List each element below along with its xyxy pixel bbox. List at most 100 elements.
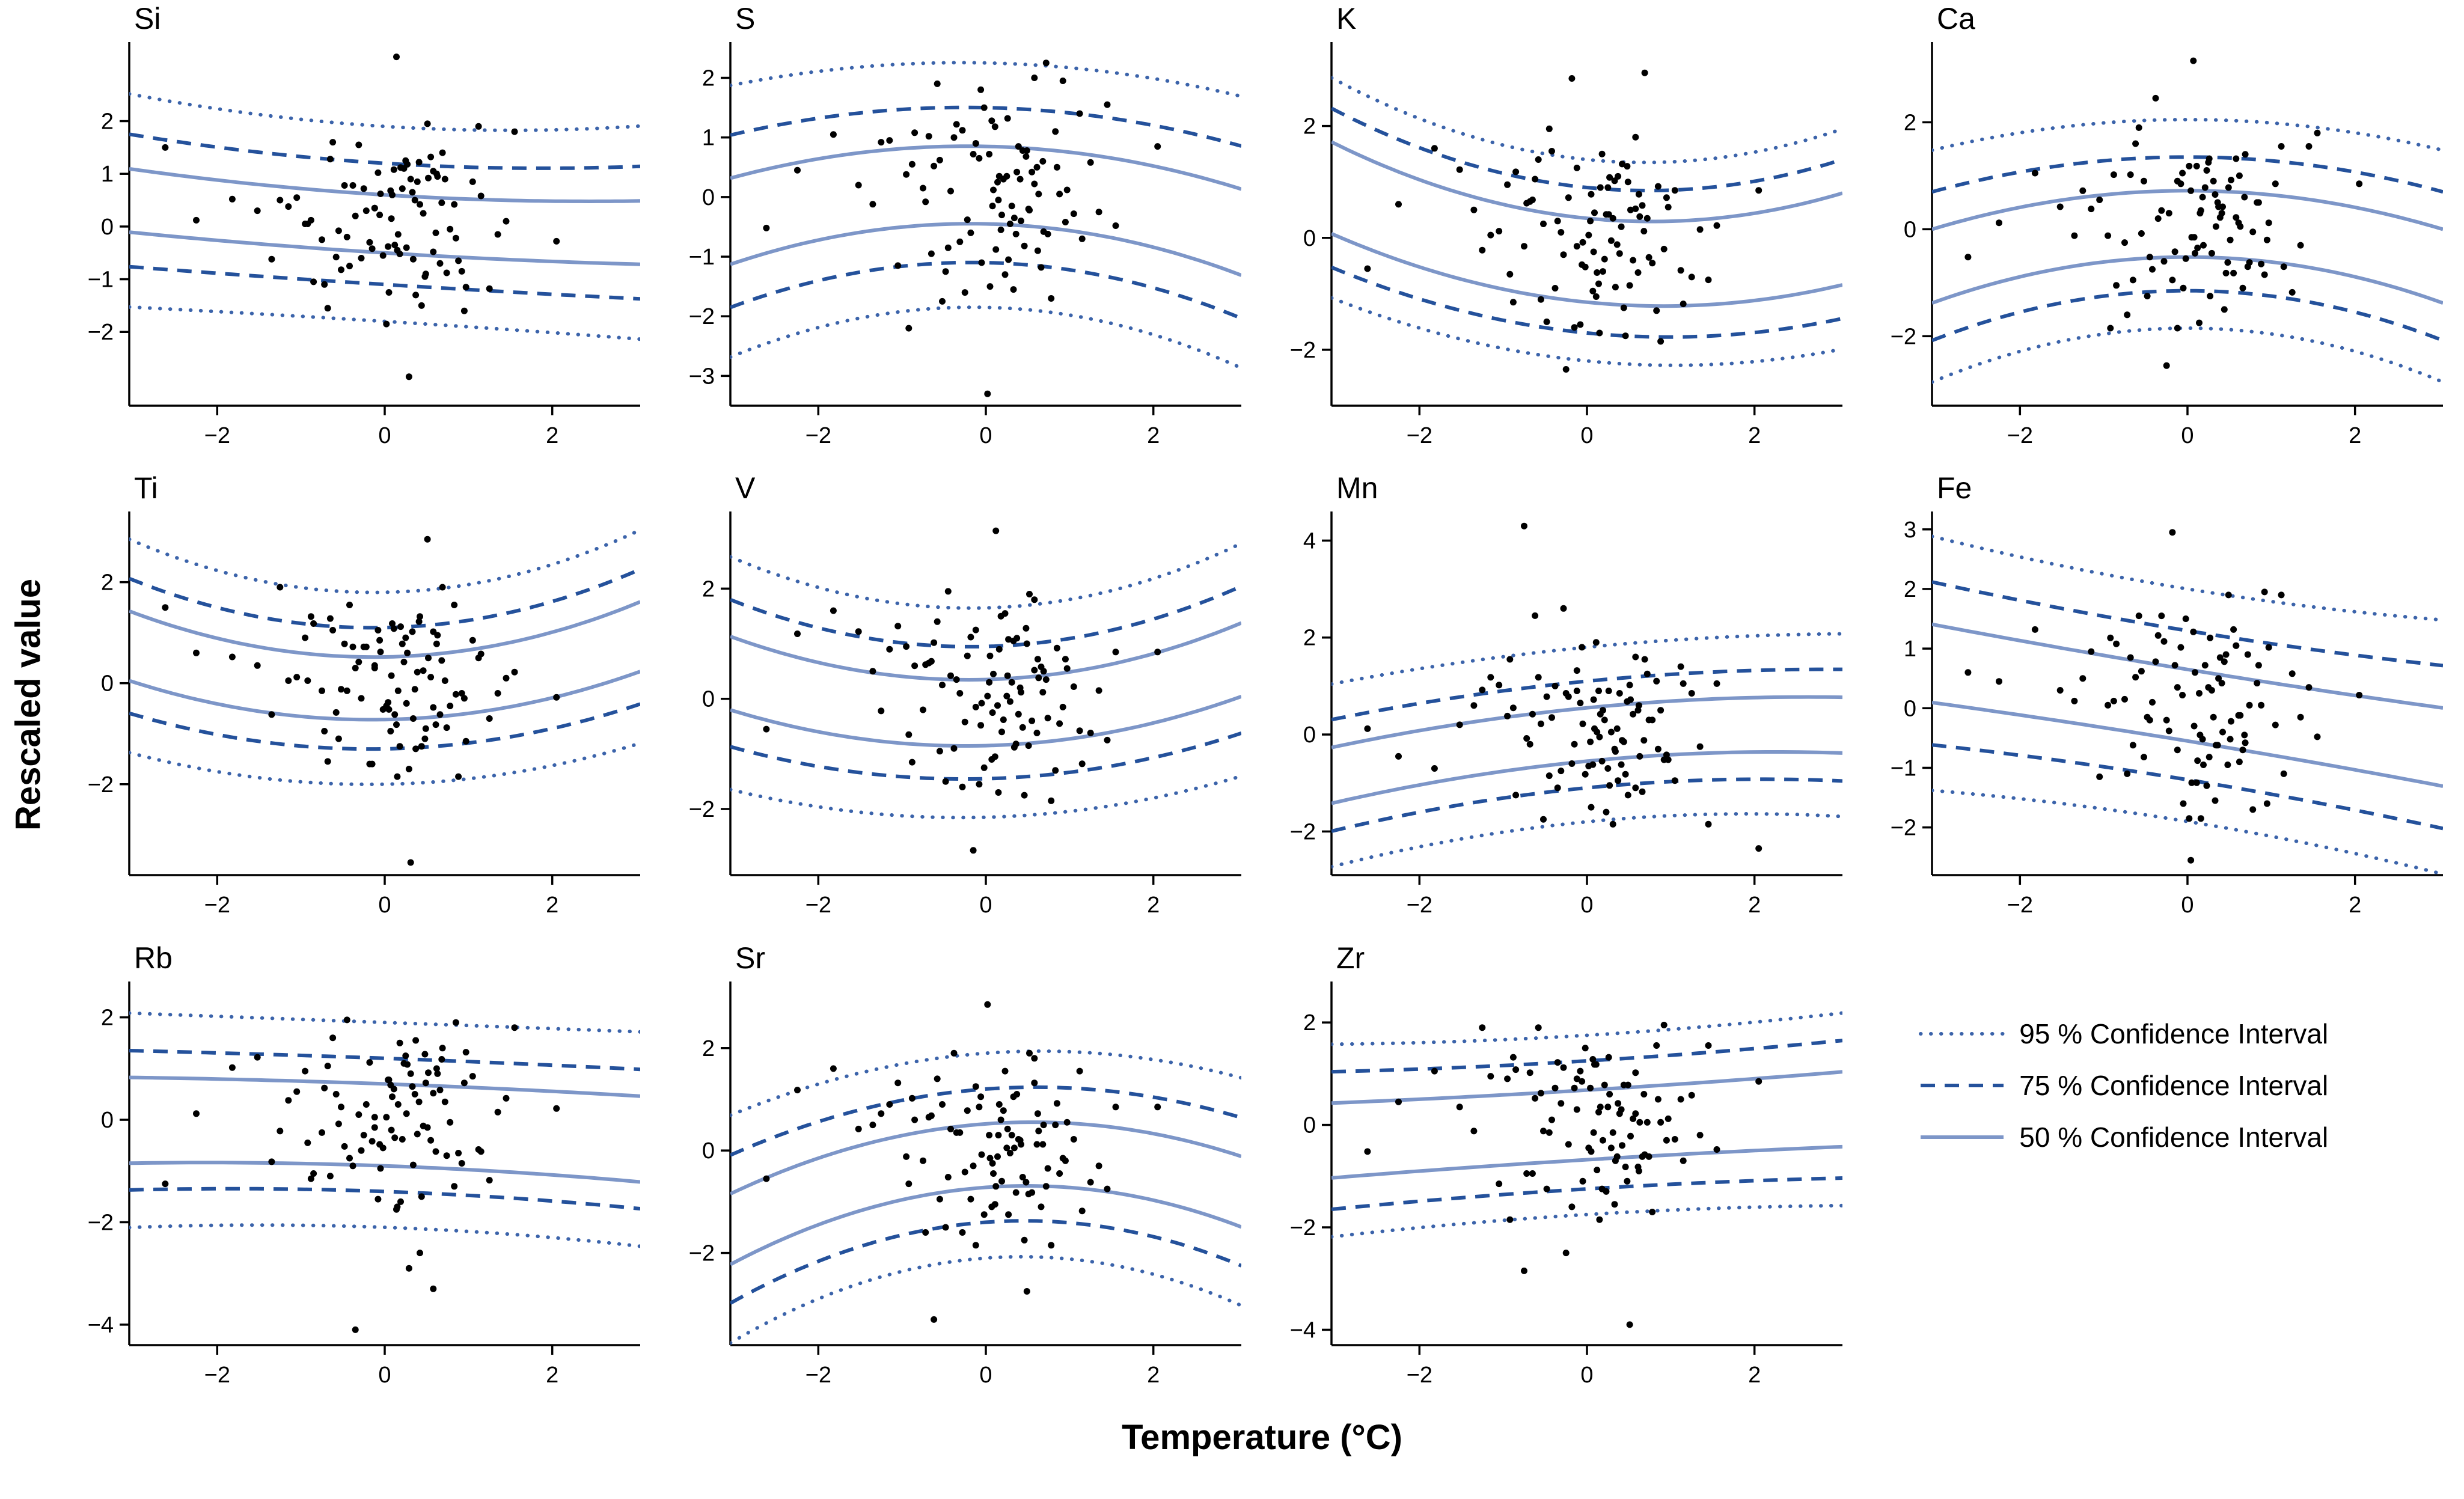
data-point	[1025, 206, 1032, 213]
data-point	[2242, 151, 2249, 158]
data-point	[930, 640, 937, 647]
data-point	[2227, 736, 2234, 743]
data-point	[1588, 191, 1594, 198]
data-point	[1592, 1061, 1600, 1068]
data-point	[421, 735, 429, 742]
y-tick-label: −2	[1289, 1215, 1315, 1241]
data-point	[1004, 673, 1011, 680]
data-point	[1618, 223, 1625, 230]
data-point	[1001, 610, 1009, 617]
data-point	[1557, 229, 1564, 236]
panel-Sr: Sr −2 0 2 −2 0 2	[661, 939, 1262, 1409]
data-point	[368, 1138, 376, 1145]
panel-title: Ti	[134, 471, 158, 505]
data-point	[976, 154, 983, 162]
y-axis: −2 −1 0 1 2 3	[1891, 511, 1933, 876]
data-point	[326, 1172, 334, 1179]
data-point	[1624, 1081, 1631, 1088]
data-point	[2237, 223, 2244, 230]
data-point	[332, 254, 340, 261]
scatter-points	[162, 536, 560, 866]
ci-50-lower-curve	[1932, 701, 2444, 789]
data-point	[1576, 321, 1583, 328]
data-point	[411, 686, 418, 693]
data-point	[352, 1326, 359, 1333]
data-point	[335, 1120, 342, 1128]
x-tick-label: 2	[1748, 423, 1761, 448]
data-point	[439, 584, 446, 591]
data-point	[1021, 1236, 1028, 1244]
panel-Mn-svg: Mn −2 0 2 4 −2 0 2	[1289, 471, 1842, 918]
data-point	[986, 653, 994, 660]
data-point	[1076, 727, 1083, 734]
data-point	[447, 225, 454, 233]
ci-75-upper-curve	[1331, 1038, 1842, 1073]
data-point	[1053, 163, 1060, 171]
data-point	[409, 1161, 417, 1168]
data-point	[964, 216, 971, 224]
data-point	[1021, 792, 1028, 799]
data-point	[451, 1182, 458, 1189]
data-point	[2124, 311, 2131, 319]
data-point	[869, 1121, 876, 1128]
panel-Fe: Fe −2 −1 0 1 2 3 −2 0 2	[1863, 469, 2464, 939]
y-tick-label: 2	[1303, 114, 1315, 139]
x-tick-label: 2	[546, 1363, 558, 1388]
data-point	[2207, 635, 2214, 642]
data-point	[1597, 184, 1604, 191]
panel-Sr-svg: Sr −2 0 2 −2 0 2	[688, 941, 1241, 1388]
data-point	[970, 151, 977, 157]
data-point	[332, 1090, 340, 1098]
data-point	[1551, 285, 1558, 292]
data-point	[1635, 191, 1642, 198]
data-point	[2356, 692, 2363, 699]
data-point	[1478, 686, 1485, 694]
data-point	[346, 263, 353, 270]
data-point	[2245, 651, 2252, 658]
data-point	[402, 1052, 409, 1059]
data-point	[1006, 698, 1013, 706]
data-point	[1631, 205, 1639, 212]
ci-75-upper-curve	[730, 584, 1241, 649]
y-tick-label: 0	[702, 1138, 715, 1164]
data-point	[1611, 746, 1618, 753]
data-point	[1614, 777, 1621, 784]
data-point	[886, 137, 893, 144]
data-point	[1652, 678, 1660, 685]
data-point	[2261, 271, 2268, 278]
data-point	[1671, 777, 1678, 784]
data-point	[1154, 649, 1161, 656]
data-point	[953, 1129, 960, 1136]
data-point	[1431, 1067, 1438, 1075]
data-point	[307, 1175, 314, 1182]
data-point	[1028, 168, 1035, 176]
data-point	[443, 269, 450, 276]
data-point	[1648, 1208, 1655, 1215]
data-point	[1006, 221, 1013, 227]
data-point	[942, 1224, 949, 1231]
data-point	[2144, 293, 2151, 300]
data-point	[1964, 669, 1972, 676]
data-point	[388, 672, 395, 679]
data-point	[1996, 219, 2003, 227]
data-point	[1056, 191, 1063, 198]
ci-50-upper-curve	[129, 1075, 640, 1098]
data-point	[319, 688, 325, 695]
ci-50-lower-curve	[730, 695, 1241, 748]
data-point	[268, 1158, 275, 1165]
data-point	[1063, 186, 1071, 194]
data-point	[343, 1016, 350, 1024]
ci-50-upper-curve	[1932, 189, 2444, 231]
data-point	[967, 633, 974, 641]
data-point	[1554, 1058, 1561, 1066]
data-point	[1520, 1267, 1527, 1274]
ci-50-upper-curve	[129, 166, 640, 204]
data-point	[2166, 210, 2173, 217]
data-point	[438, 199, 445, 206]
data-point	[2088, 206, 2095, 213]
data-point	[432, 1148, 439, 1155]
ci-75-lower-curve	[1932, 743, 2444, 831]
data-point	[991, 753, 998, 760]
data-point	[1688, 690, 1695, 697]
data-point	[1713, 1146, 1720, 1153]
